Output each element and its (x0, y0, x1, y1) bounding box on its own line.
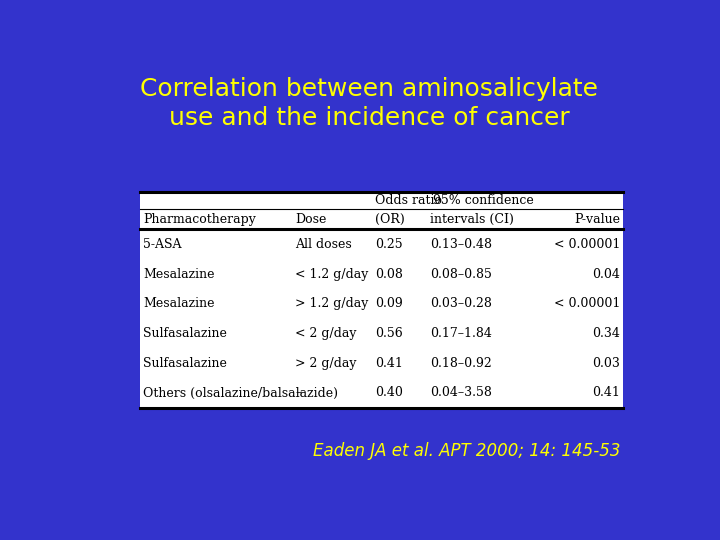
Text: Mesalazine: Mesalazine (143, 267, 215, 281)
Text: < 2 g/day: < 2 g/day (295, 327, 356, 340)
Text: > 2 g/day: > 2 g/day (295, 357, 356, 370)
Text: Others (olsalazine/balsalazide): Others (olsalazine/balsalazide) (143, 387, 338, 400)
Text: (OR): (OR) (374, 213, 405, 226)
Text: P-value: P-value (574, 213, 620, 226)
Text: 0.09: 0.09 (374, 298, 402, 310)
Text: 0.13–0.48: 0.13–0.48 (430, 238, 492, 251)
Text: intervals (CI): intervals (CI) (430, 213, 514, 226)
Text: 0.03: 0.03 (593, 357, 620, 370)
Text: > 1.2 g/day: > 1.2 g/day (295, 298, 369, 310)
Text: –: – (295, 387, 301, 400)
Text: Mesalazine: Mesalazine (143, 298, 215, 310)
Text: 0.08: 0.08 (374, 267, 402, 281)
FancyBboxPatch shape (140, 192, 623, 408)
Text: 0.34: 0.34 (593, 327, 620, 340)
Text: Sulfasalazine: Sulfasalazine (143, 327, 227, 340)
Text: < 1.2 g/day: < 1.2 g/day (295, 267, 369, 281)
Text: 0.41: 0.41 (593, 387, 620, 400)
Text: 0.04: 0.04 (593, 267, 620, 281)
Text: Sulfasalazine: Sulfasalazine (143, 357, 227, 370)
Text: Odds ratio: Odds ratio (374, 194, 441, 207)
Text: 0.41: 0.41 (374, 357, 402, 370)
Text: 5-ASA: 5-ASA (143, 238, 181, 251)
Text: 0.04–3.58: 0.04–3.58 (430, 387, 492, 400)
Text: 0.40: 0.40 (374, 387, 402, 400)
Text: 0.25: 0.25 (374, 238, 402, 251)
Text: Dose: Dose (295, 213, 326, 226)
Text: Eaden JA et al. APT 2000; 14: 145-53: Eaden JA et al. APT 2000; 14: 145-53 (312, 442, 620, 460)
Text: 95% confidence: 95% confidence (433, 194, 534, 207)
Text: 0.18–0.92: 0.18–0.92 (430, 357, 492, 370)
Text: Pharmacotherapy: Pharmacotherapy (143, 213, 256, 226)
Text: All doses: All doses (295, 238, 352, 251)
Text: 0.17–1.84: 0.17–1.84 (430, 327, 492, 340)
Text: < 0.00001: < 0.00001 (554, 238, 620, 251)
Text: 0.03–0.28: 0.03–0.28 (430, 298, 492, 310)
Text: 0.08–0.85: 0.08–0.85 (430, 267, 492, 281)
Text: Correlation between aminosalicylate
use and the incidence of cancer: Correlation between aminosalicylate use … (140, 77, 598, 130)
Text: 0.56: 0.56 (374, 327, 402, 340)
Text: < 0.00001: < 0.00001 (554, 298, 620, 310)
